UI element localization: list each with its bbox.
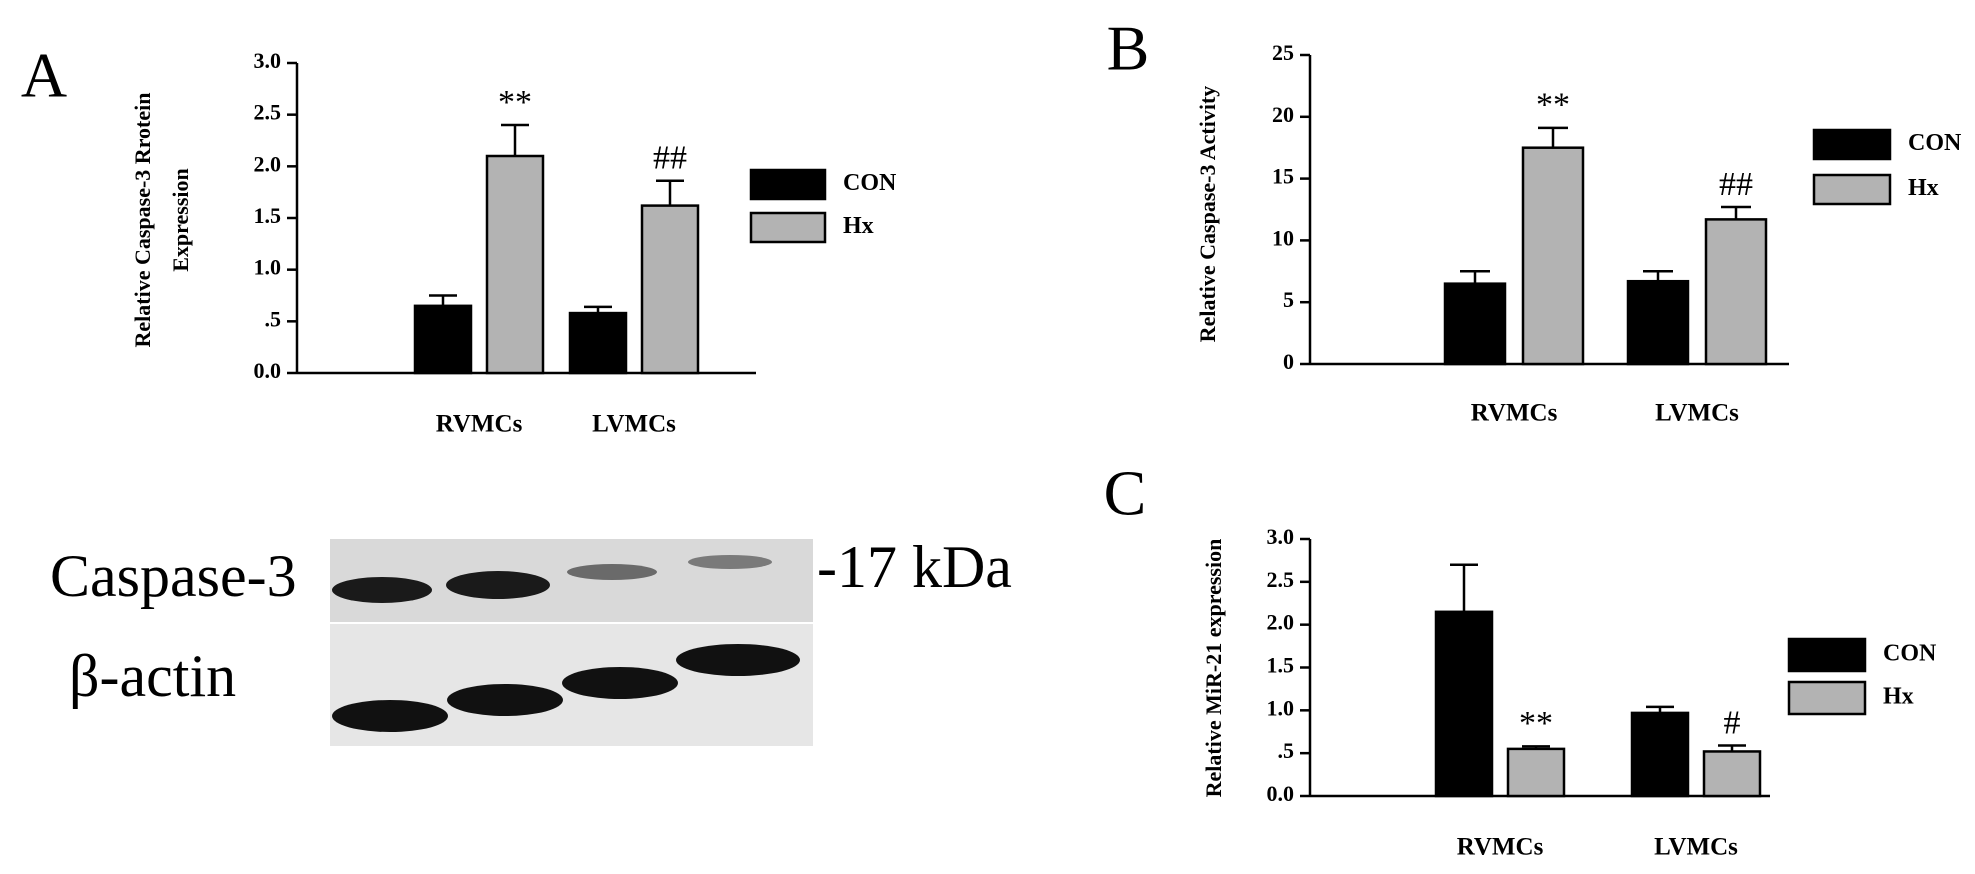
significance-mark: ## bbox=[1719, 166, 1753, 203]
bar bbox=[640, 204, 700, 375]
bar bbox=[1506, 747, 1566, 798]
legend-label: CON bbox=[1908, 130, 1962, 156]
y-tick-label: 2.5 bbox=[1267, 567, 1295, 592]
panel-label: B bbox=[1107, 13, 1150, 84]
x-tick-label: RVMCs bbox=[1471, 400, 1558, 427]
bar bbox=[1704, 218, 1768, 366]
bar bbox=[485, 154, 545, 375]
y-tick-label: 0.0 bbox=[254, 358, 282, 383]
legend-label: Hx bbox=[1883, 684, 1914, 710]
y-tick-label: 10 bbox=[1272, 225, 1294, 250]
bar bbox=[1630, 711, 1690, 798]
legend-swatch bbox=[1787, 637, 1867, 673]
blot-row-label: Caspase-3 bbox=[50, 543, 297, 609]
bar bbox=[413, 304, 473, 375]
blot-band bbox=[562, 667, 678, 699]
y-tick-label: 20 bbox=[1272, 102, 1294, 127]
legend-swatch bbox=[749, 211, 827, 244]
x-tick-label: LVMCs bbox=[1655, 400, 1739, 427]
x-tick-label: RVMCs bbox=[436, 411, 523, 438]
bar bbox=[1626, 279, 1690, 366]
legend-swatch bbox=[1812, 128, 1892, 161]
legend-swatch bbox=[1812, 173, 1892, 206]
blot-band bbox=[688, 555, 772, 569]
blot-band bbox=[447, 684, 563, 716]
y-tick-label: 3.0 bbox=[1267, 524, 1295, 549]
y-tick-label: 2.0 bbox=[254, 151, 282, 176]
significance-mark: ## bbox=[653, 140, 687, 177]
legend-label: Hx bbox=[1908, 175, 1939, 201]
significance-mark: # bbox=[1724, 704, 1741, 741]
y-tick-label: 3.0 bbox=[254, 48, 282, 73]
y-tick-label: 1.5 bbox=[254, 203, 282, 228]
y-tick-label: 5 bbox=[1283, 287, 1294, 312]
y-tick-label: 15 bbox=[1272, 164, 1294, 189]
blot-band bbox=[446, 571, 550, 599]
y-tick-label: 1.0 bbox=[1267, 695, 1295, 720]
y-axis-label: Expression bbox=[168, 168, 193, 272]
blot-row-label: β-actin bbox=[69, 643, 236, 709]
legend-label: Hx bbox=[843, 213, 874, 239]
legend-swatch bbox=[1787, 680, 1867, 716]
y-tick-label: .5 bbox=[1278, 738, 1295, 763]
significance-mark: ** bbox=[1536, 87, 1570, 124]
y-axis-label: Relative MiR-21 expression bbox=[1201, 539, 1226, 798]
legend-label: CON bbox=[1883, 641, 1937, 667]
blot-band bbox=[676, 644, 800, 676]
blot-marker: -17 kDa bbox=[817, 534, 1012, 600]
significance-mark: ** bbox=[498, 84, 532, 121]
y-tick-label: 25 bbox=[1272, 40, 1294, 65]
y-tick-label: 1.5 bbox=[1267, 653, 1295, 678]
panel-label: A bbox=[21, 40, 67, 111]
bar bbox=[568, 311, 628, 375]
x-tick-label: LVMCs bbox=[1654, 834, 1738, 861]
y-tick-label: .5 bbox=[265, 306, 282, 331]
blot-band bbox=[567, 564, 657, 580]
y-axis-label: Relative Caspase-3 Rrotein bbox=[130, 93, 155, 348]
y-axis-label: Relative Caspase-3 Activity bbox=[1195, 86, 1220, 343]
y-tick-label: 0.0 bbox=[1267, 781, 1295, 806]
bar bbox=[1443, 282, 1507, 366]
y-tick-label: 1.0 bbox=[254, 255, 282, 280]
panel-label: C bbox=[1104, 458, 1147, 529]
y-tick-label: 2.0 bbox=[1267, 610, 1295, 635]
bar bbox=[1434, 610, 1494, 798]
legend-swatch bbox=[749, 168, 827, 201]
y-tick-label: 2.5 bbox=[254, 100, 282, 125]
legend-label: CON bbox=[843, 170, 897, 196]
x-tick-label: RVMCs bbox=[1457, 834, 1544, 861]
significance-mark: ** bbox=[1519, 705, 1553, 742]
y-tick-label: 0 bbox=[1283, 349, 1294, 374]
bar bbox=[1521, 146, 1585, 366]
blot-band bbox=[332, 700, 448, 732]
western-blot: Caspase-3 β-actin -17 kDa bbox=[50, 534, 1012, 746]
bar bbox=[1702, 750, 1762, 798]
blot-band bbox=[332, 577, 432, 603]
x-tick-label: LVMCs bbox=[592, 411, 676, 438]
